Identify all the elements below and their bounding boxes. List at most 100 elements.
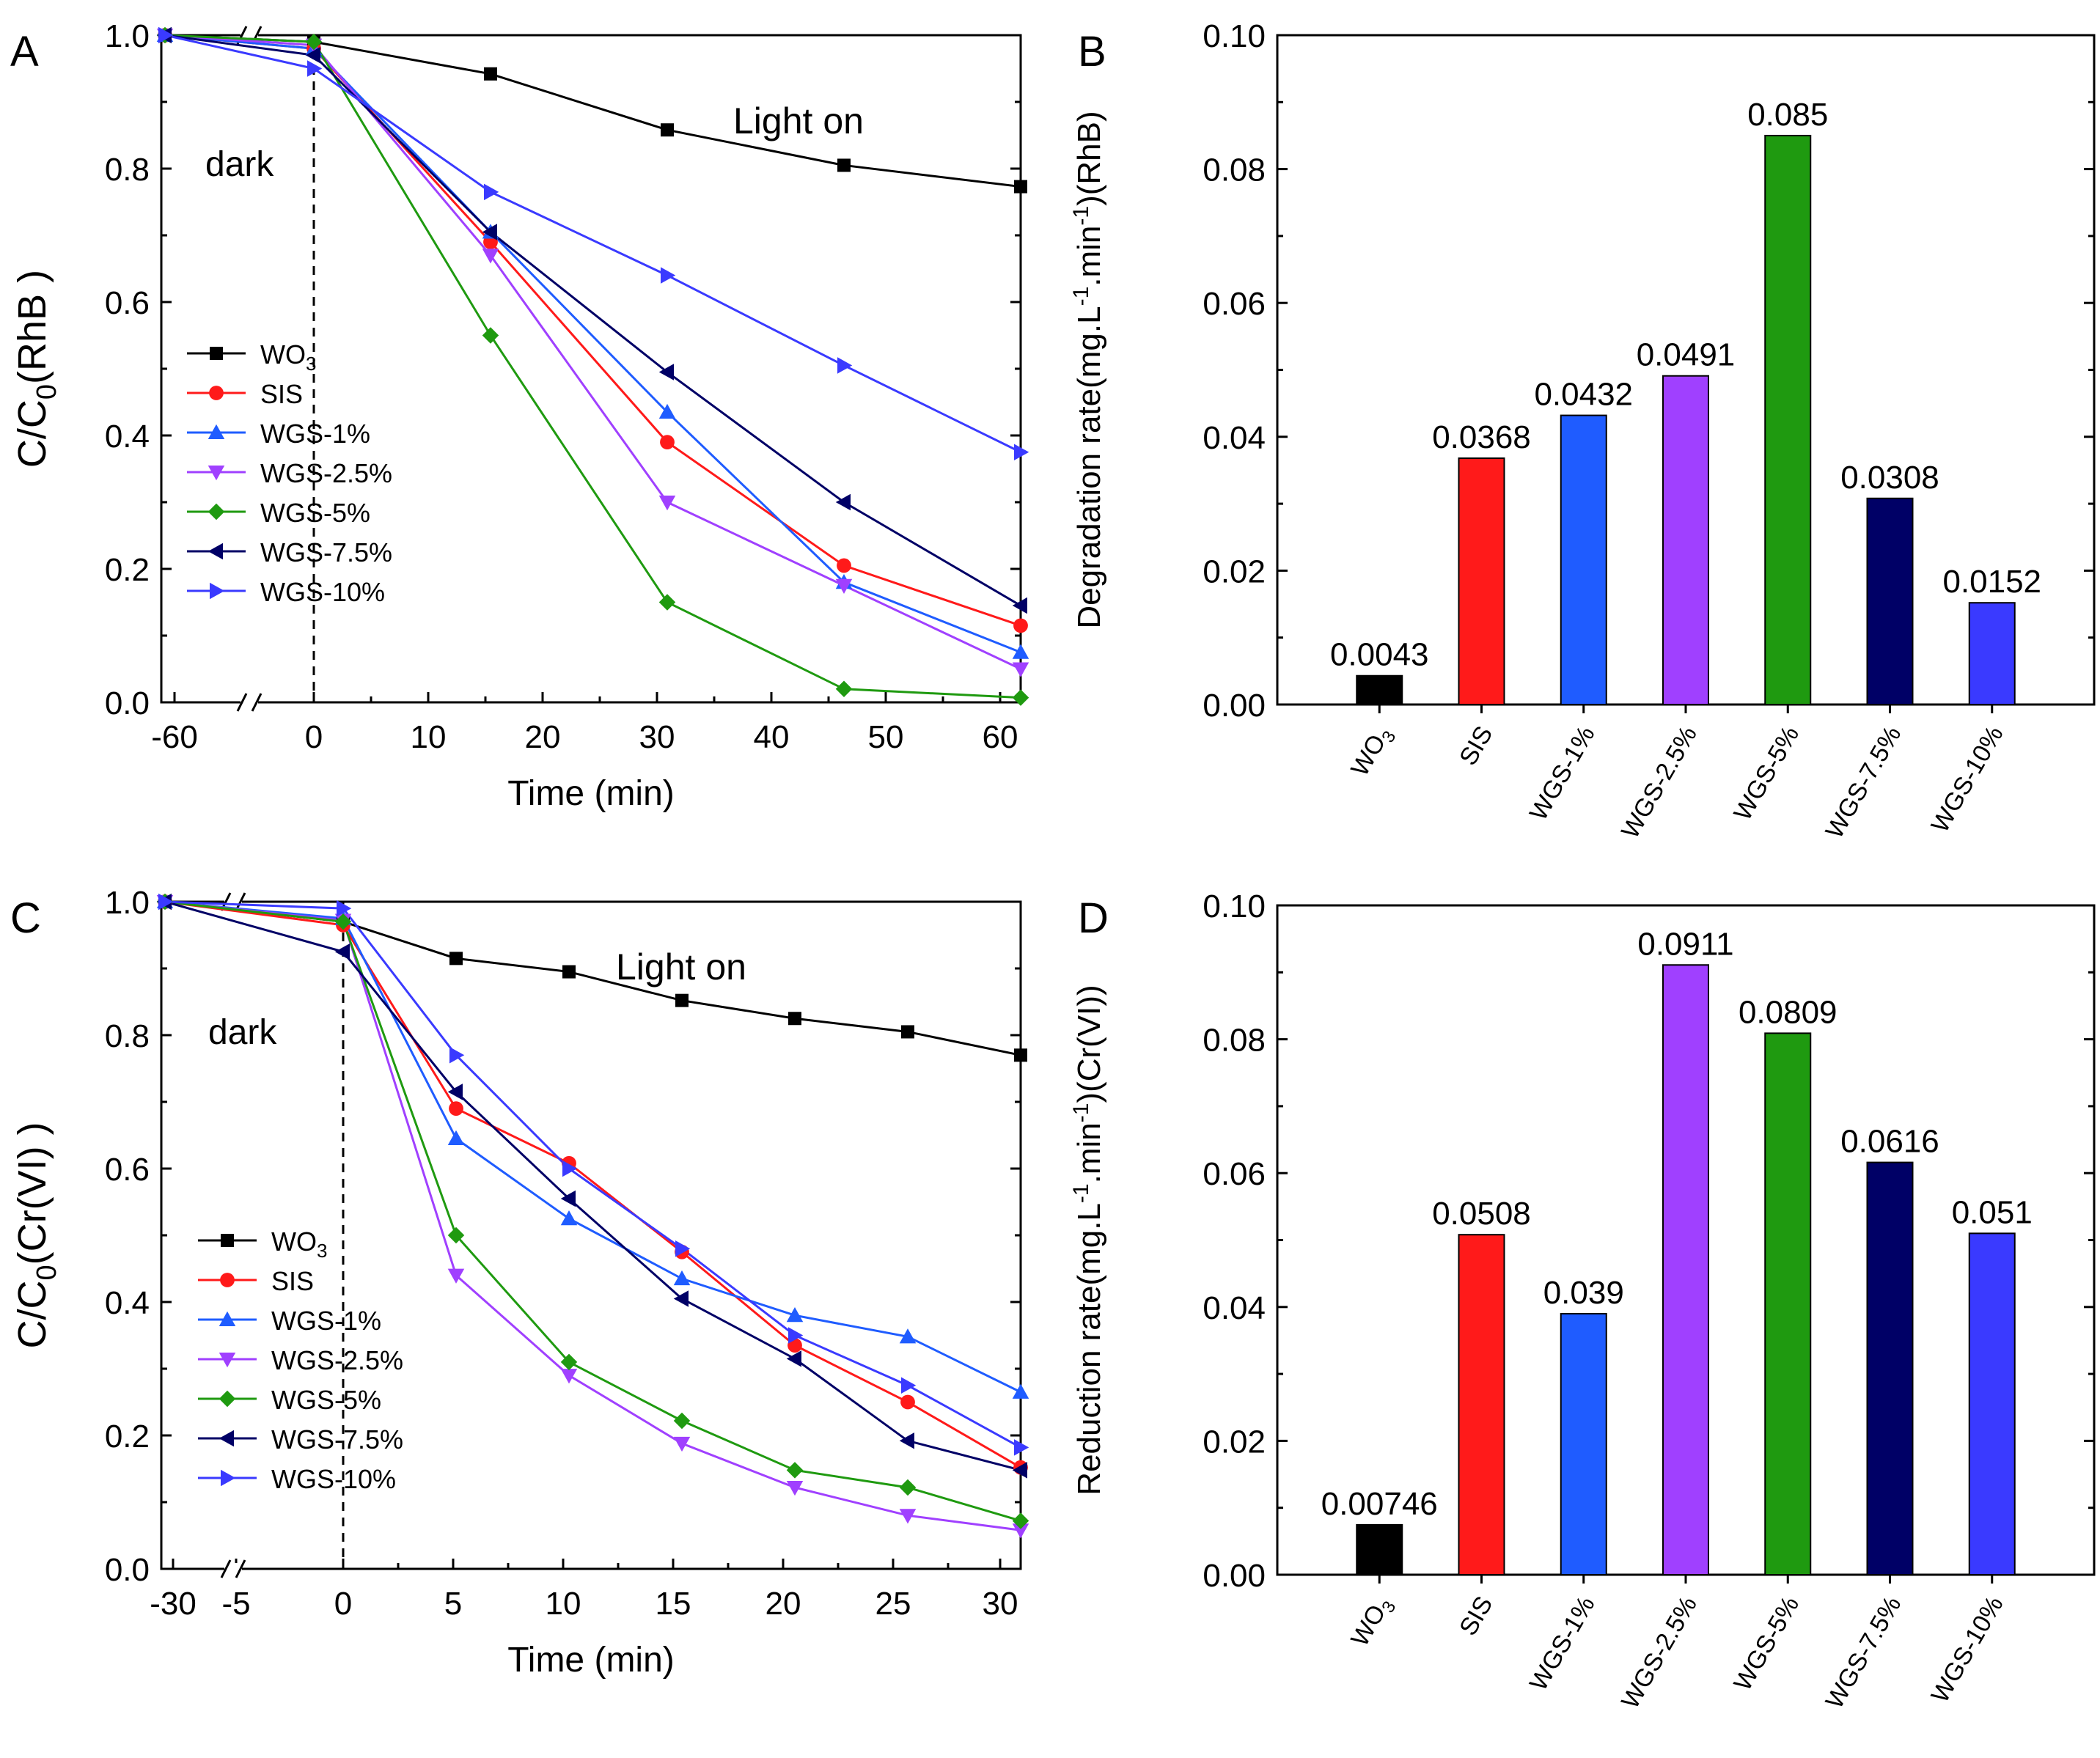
y-tick-label: 0.06 [1203, 286, 1266, 322]
data-point [899, 1509, 917, 1524]
legend-marker [221, 1234, 234, 1247]
legend-label: WGS-7.5% [271, 1424, 403, 1454]
x-tick-label: 60 [983, 719, 1018, 755]
legend-marker [219, 1353, 236, 1368]
x-tick-label: 25 [875, 1586, 911, 1622]
x-tick-label: 5 [444, 1586, 462, 1622]
y-tick-label: 1.0 [105, 885, 150, 921]
data-point [1012, 1462, 1027, 1479]
legend-label: WO3 [271, 1226, 327, 1262]
text-part: C/C [10, 400, 54, 468]
data-point [562, 1160, 578, 1177]
data-point [305, 47, 320, 64]
bar-value-label: 0.0308 [1840, 460, 1939, 496]
data-point [661, 267, 676, 284]
bar [1560, 1312, 1607, 1576]
x-tick-label: 30 [983, 1586, 1018, 1622]
legend-label: WO3 [260, 339, 316, 375]
text-part: SIS [271, 1266, 314, 1296]
y-tick-label: 0.00 [1203, 1558, 1266, 1594]
text-part: WGS-2.5% [260, 458, 392, 488]
data-point [673, 1412, 691, 1430]
y-tick-label: 0.8 [105, 152, 150, 188]
y-tick-label: 0.02 [1203, 1424, 1266, 1460]
y-axis-title: C/C0(Cr(VI) ) [10, 1122, 62, 1348]
y-tick-label: 0.2 [105, 552, 150, 588]
text-part: WGS-10% [271, 1464, 396, 1494]
text-part: WGS-2.5% [271, 1345, 403, 1375]
data-point [334, 913, 352, 930]
data-point [901, 1377, 917, 1394]
data-point [837, 357, 853, 374]
data-point [447, 1084, 463, 1100]
y-tick-label: 0.10 [1203, 18, 1266, 54]
text-part: )(Cr(VI)) [1071, 985, 1107, 1103]
data-point [901, 1025, 914, 1039]
text-part: 0 [32, 1265, 62, 1280]
data-point [675, 1240, 691, 1257]
legend-marker [210, 582, 225, 600]
data-point [899, 1328, 917, 1344]
y-tick-label: 0.04 [1203, 420, 1266, 456]
y-tick-label: 0.6 [105, 285, 150, 321]
panel-a-line-chart: 0.00.20.40.60.81.0-60 0 10 20 30 40 50 60darkLi… [10, 18, 1029, 813]
panel-letter: B [1078, 28, 1106, 76]
data-point [788, 1327, 804, 1344]
y-tick-label: 0.06 [1203, 1156, 1266, 1192]
text-part: 3 [306, 353, 316, 375]
text-part: -1 [1069, 1103, 1093, 1123]
x-tick-label: 30 [639, 719, 675, 755]
series-line [164, 900, 1021, 1449]
legend-marker [219, 1311, 236, 1326]
data-point [1012, 597, 1027, 614]
legend-label: WGS-2.5% [271, 1345, 403, 1375]
annotation-dark: dark [208, 1013, 277, 1052]
bar [1458, 457, 1505, 705]
x-axis-title: Time (min) [507, 774, 675, 813]
data-point [788, 1012, 801, 1026]
legend-label: WGS-5% [260, 498, 370, 528]
series-line [164, 34, 1021, 699]
x-tick-label: 10 [411, 719, 447, 755]
bar [1764, 134, 1812, 705]
y-axis-title: Degradation rate(mg.L-1.min-1)(RhB) [1069, 111, 1107, 628]
data-point [658, 364, 674, 380]
data-point [562, 965, 576, 979]
bar-value-label: 0.0043 [1330, 637, 1429, 673]
x-axis-break-bottom [235, 1559, 246, 1578]
data-point [560, 1210, 578, 1226]
data-point [560, 1369, 578, 1384]
data-point [482, 327, 499, 344]
data-point [675, 993, 689, 1007]
x-tick-label: -30 [150, 1586, 197, 1622]
x-tick-label: 0 [334, 1586, 352, 1622]
y-tick-label: 1.0 [105, 18, 150, 54]
legend-marker [208, 503, 225, 521]
bar-value-label: 0.0911 [1637, 926, 1733, 962]
bar [1458, 1234, 1505, 1576]
bar-value-label: 0.039 [1543, 1275, 1624, 1311]
data-point [482, 224, 497, 240]
y-tick-label: 0.0 [105, 1552, 150, 1588]
bar [1968, 1232, 2016, 1575]
y-tick-label: 0.6 [105, 1152, 150, 1188]
x-axis-break-bottom [236, 693, 248, 712]
data-point [835, 578, 853, 594]
y-tick-label: 0.08 [1203, 1023, 1266, 1059]
text-part: WO [271, 1226, 317, 1257]
y-axis-title: Reduction rate(mg.L-1.min-1)(Cr(VI)) [1069, 985, 1107, 1495]
bar-value-label: 0.051 [1952, 1194, 2033, 1230]
data-point [673, 1270, 691, 1286]
legend-marker [208, 466, 225, 481]
panel-letter: A [10, 28, 39, 76]
text-part: -1 [1069, 287, 1093, 306]
bar-value-label: 0.085 [1747, 97, 1828, 133]
data-point [835, 680, 853, 698]
legend-marker [221, 1469, 236, 1487]
series-line [164, 34, 1021, 654]
text-part: Degradation rate(mg.L [1071, 306, 1107, 628]
text-part: WGS-1% [271, 1306, 381, 1336]
text-part: 0 [32, 384, 62, 400]
bar-value-label: 0.0809 [1739, 994, 1838, 1030]
